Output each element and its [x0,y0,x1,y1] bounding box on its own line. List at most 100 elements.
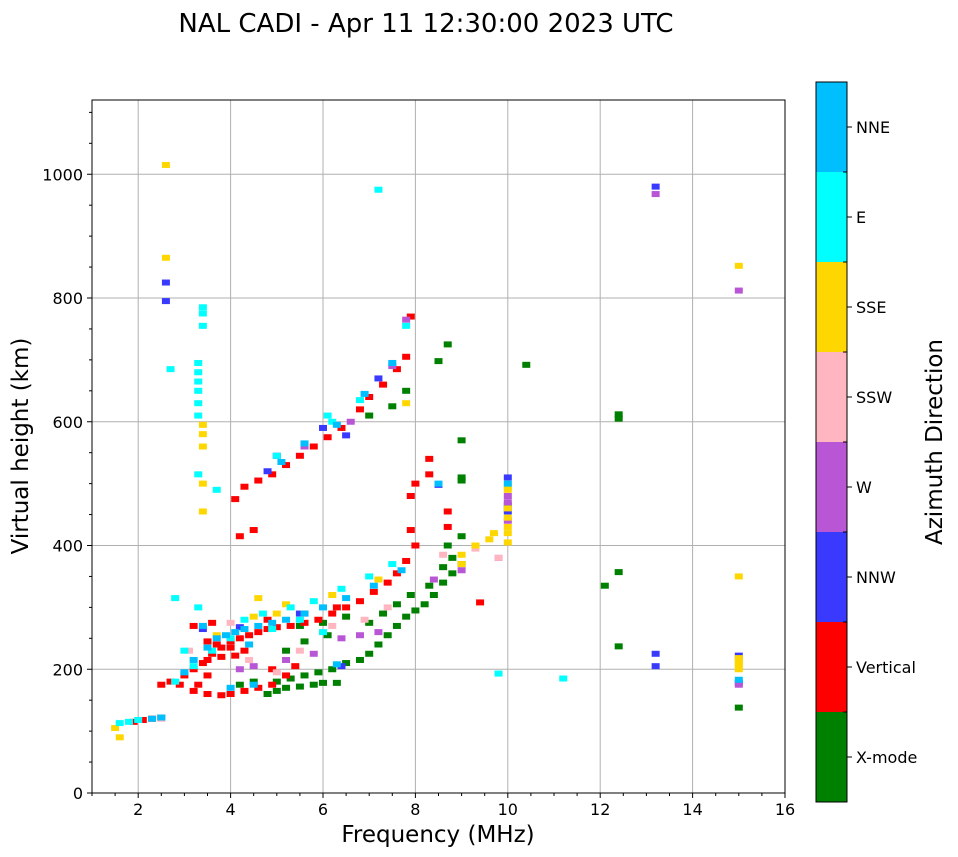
data-point [411,542,420,549]
data-point [374,186,383,193]
data-point [651,663,660,670]
data-point [457,561,466,568]
data-point [157,681,166,688]
data-point [226,644,235,651]
data-point [503,508,512,515]
data-point [138,716,147,723]
data-points [111,161,743,741]
x-tick-label: 16 [775,800,795,819]
data-point [189,622,198,629]
data-point [374,576,383,583]
data-point [235,624,244,631]
data-point [300,672,309,679]
data-point [503,499,512,506]
data-point [161,298,170,305]
data-point [208,650,217,657]
data-point [226,684,235,691]
x-tick-label: 14 [682,800,702,819]
data-point [194,400,203,407]
data-point [342,613,351,620]
data-point [249,678,258,685]
data-point [263,691,272,697]
data-point [379,610,388,617]
data-point [249,663,258,670]
data-point [245,632,254,639]
data-point [245,641,254,648]
data-point [198,508,207,515]
grid-lines [92,100,785,793]
data-point [383,632,392,639]
data-point [231,496,240,503]
data-point [254,477,263,484]
data-point [198,480,207,487]
data-point [295,647,304,654]
data-point [249,527,258,534]
data-point [443,508,452,515]
data-point [282,616,291,623]
data-point [254,629,263,636]
data-point [374,641,383,648]
data-point [203,691,212,697]
data-point [175,681,184,688]
data-point [198,660,207,667]
x-axis-label: Frequency (MHz) [341,822,534,848]
data-point [282,684,291,691]
colorbar-segment [816,172,847,262]
data-point [171,595,180,602]
colorbar-segment [816,262,847,352]
data-point [365,412,374,419]
data-point [295,610,304,617]
colorbar-segment [816,622,847,712]
data-point [489,530,498,537]
data-point [194,359,203,366]
data-point [286,675,295,682]
series-sse [111,161,743,741]
data-point [198,322,207,329]
data-point [189,656,198,663]
data-point [240,483,249,490]
data-point [240,626,249,633]
data-point [198,421,207,428]
data-point [235,635,244,642]
data-point [365,650,374,657]
data-point [295,622,304,629]
data-point [434,358,443,365]
data-point [402,353,411,360]
data-point [198,310,207,317]
data-point [402,613,411,620]
data-point [323,412,332,419]
data-point [734,666,743,673]
x-tick-label: 10 [498,800,518,819]
data-point [319,679,327,686]
data-point [503,517,512,524]
data-point [360,390,369,397]
data-point [734,663,743,670]
data-point [388,403,397,410]
data-point [282,672,291,679]
data-point [614,569,623,576]
colorbar: X-mode Vertical NNW W SSW SSE E NNE [815,81,917,803]
data-point [346,418,355,425]
data-point [355,598,364,605]
data-point [614,415,623,422]
x-tick-label: 4 [226,800,236,819]
data-point [217,653,226,660]
data-point [734,573,743,580]
data-point [392,570,401,577]
data-point [503,539,512,546]
data-point [439,564,448,571]
colorbar-label: W [856,478,872,497]
data-point [476,599,485,606]
data-point [300,443,309,450]
data-point [420,601,429,608]
data-point [235,681,244,688]
data-point [402,322,411,329]
data-point [300,610,309,617]
data-point [198,431,207,438]
data-point [166,678,175,685]
data-point [314,616,323,623]
data-point [203,644,212,651]
data-point [194,387,203,394]
data-point [282,656,291,663]
data-point [221,632,230,639]
